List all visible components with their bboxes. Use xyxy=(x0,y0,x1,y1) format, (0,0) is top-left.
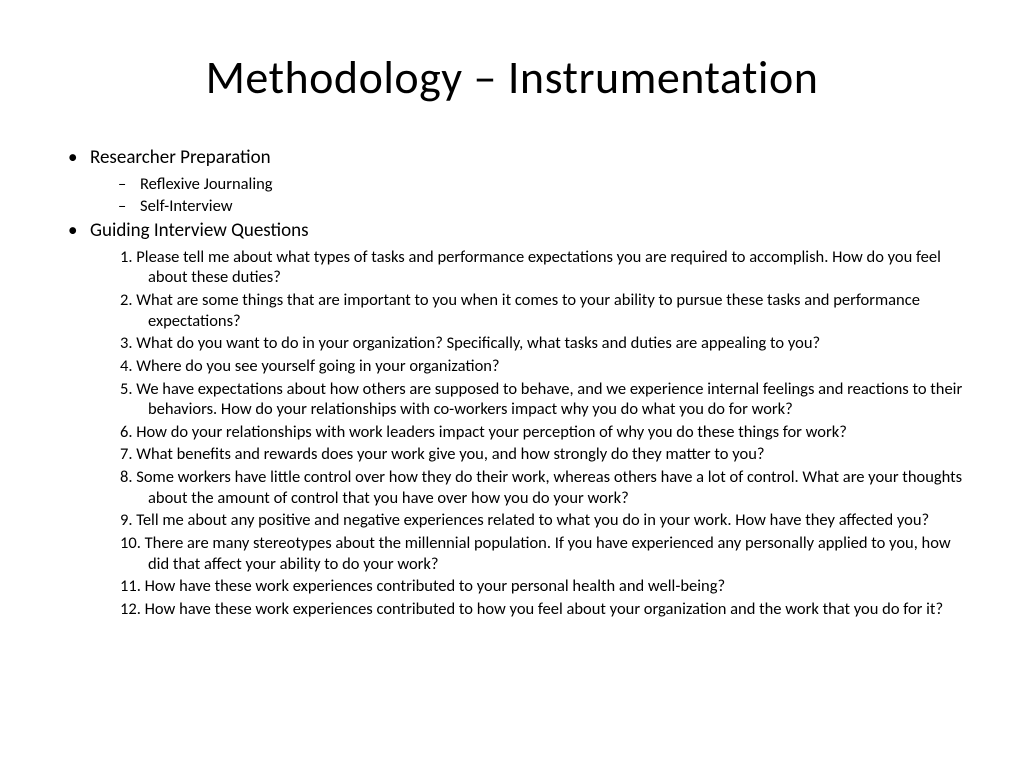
question-item: 5. We have expectations about how others… xyxy=(120,379,974,420)
section-heading-1: Researcher Preparation xyxy=(90,146,974,170)
sub-item: Reflexive Journaling xyxy=(140,174,974,195)
question-text: What are some things that are important … xyxy=(136,290,920,331)
question-item: 8. Some workers have little control over… xyxy=(120,467,974,508)
question-item: 10. There are many stereotypes about the… xyxy=(120,533,974,574)
question-item: 12. How have these work experiences cont… xyxy=(120,599,974,620)
section-heading-2: Guiding Interview Questions xyxy=(90,219,974,243)
question-text: Where do you see yourself going in your … xyxy=(136,356,499,376)
question-text: How have these work experiences contribu… xyxy=(145,599,943,619)
question-item: 7. What benefits and rewards does your w… xyxy=(120,444,974,465)
question-text: We have expectations about how others ar… xyxy=(136,379,962,420)
slide-title: Methodology – Instrumentation xyxy=(50,50,974,106)
question-text: Please tell me about what types of tasks… xyxy=(136,247,941,288)
question-item: 6. How do your relationships with work l… xyxy=(120,422,974,443)
question-item: 3. What do you want to do in your organi… xyxy=(120,333,974,354)
question-item: 1. Please tell me about what types of ta… xyxy=(120,247,974,288)
question-text: There are many stereotypes about the mil… xyxy=(145,533,951,574)
sub-item: Self-Interview xyxy=(140,196,974,217)
question-item: 9. Tell me about any positive and negati… xyxy=(120,510,974,531)
question-item: 2. What are some things that are importa… xyxy=(120,290,974,331)
question-item: 11. How have these work experiences cont… xyxy=(120,576,974,597)
question-item: 4. Where do you see yourself going in yo… xyxy=(120,356,974,377)
question-text: Tell me about any positive and negative … xyxy=(136,510,929,530)
question-text: Some workers have little control over ho… xyxy=(136,467,962,508)
question-text: What benefits and rewards does your work… xyxy=(136,444,764,464)
question-text: What do you want to do in your organizat… xyxy=(136,333,820,353)
slide-content: Researcher Preparation Reflexive Journal… xyxy=(50,146,974,619)
question-text: How have these work experiences contribu… xyxy=(145,576,726,596)
question-text: How do your relationships with work lead… xyxy=(136,422,847,442)
